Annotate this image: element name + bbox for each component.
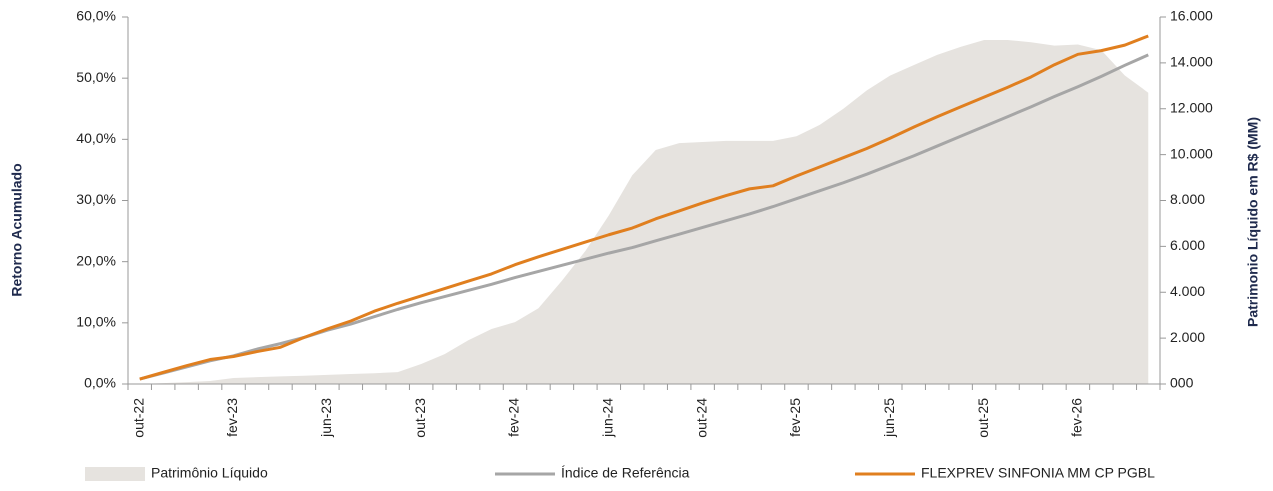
x-tick-label: out-24: [693, 398, 709, 438]
x-tick-label: out-23: [412, 398, 428, 438]
y2-tick-label: 4.000: [1170, 283, 1205, 299]
legend-label: Patrimônio Líquido: [151, 465, 268, 481]
y2-tick-label: 8.000: [1170, 191, 1205, 207]
y2-tick-label: 6.000: [1170, 237, 1205, 253]
y-tick-label: 50,0%: [76, 69, 116, 85]
y-tick-label: 20,0%: [76, 252, 116, 268]
x-tick-label: fev-23: [224, 398, 240, 437]
y2-tick-label: 12.000: [1170, 99, 1213, 115]
y2-tick-label: 10.000: [1170, 145, 1213, 161]
x-tick-label: out-22: [130, 398, 146, 438]
line: [139, 34, 1149, 381]
x-tick-label: jun-24: [600, 398, 616, 438]
x-tick-label: out-25: [975, 398, 991, 438]
y-tick-label: 30,0%: [76, 191, 116, 207]
y2-tick-label: 14.000: [1170, 54, 1213, 70]
y-tick-label: 10,0%: [76, 314, 116, 330]
y-tick-label: 0,0%: [84, 375, 116, 391]
legend-label: Índice de Referência: [561, 465, 690, 481]
y2-tick-label: 2.000: [1170, 329, 1205, 345]
y-tick-label: 60,0%: [76, 8, 116, 24]
legend-label: FLEXPREV SINFONIA MM CP PGBL: [921, 465, 1155, 481]
y-tick-label: 40,0%: [76, 130, 116, 146]
x-tick-label: jun-23: [318, 398, 334, 438]
x-tick-label: fev-26: [1069, 398, 1085, 437]
x-tick-label: fev-24: [506, 398, 522, 437]
y-axis-title: Retorno Acumulado: [9, 163, 25, 296]
y2-tick-label: 000: [1170, 375, 1194, 391]
y2-axis-title: Patrimonio Líquido em R$ (MM): [1245, 117, 1261, 327]
x-tick-label: fev-25: [787, 398, 803, 437]
y2-tick-label: 16.000: [1170, 8, 1213, 24]
x-tick-label: jun-25: [881, 398, 897, 438]
area: [139, 39, 1149, 384]
legend-swatch: [85, 467, 145, 481]
